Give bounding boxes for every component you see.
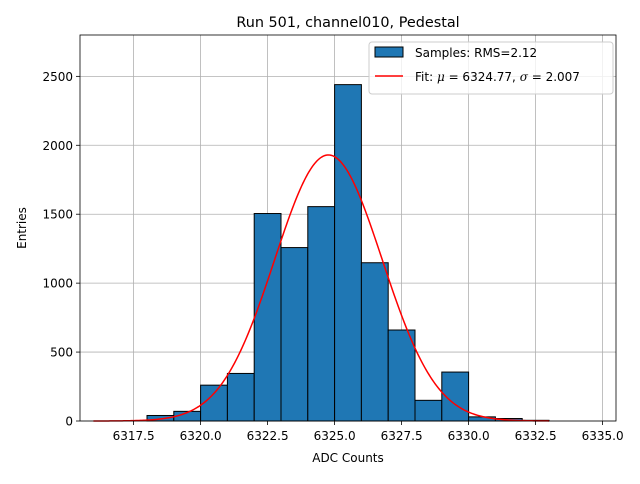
x-tick-label: 6320.0 — [180, 429, 222, 443]
x-axis-ticks: 6317.5 6320.0 6322.5 6325.0 6327.5 6330.0 6332… — [113, 421, 624, 443]
histogram-bar — [307, 206, 336, 422]
chart-title: Run 501, channel010, Pedestal — [236, 15, 459, 31]
histogram-bar — [280, 247, 309, 422]
legend-samples-swatch — [374, 46, 404, 58]
x-tick-label: 6325.0 — [314, 429, 356, 443]
legend-sigma-symbol: σ — [520, 70, 529, 84]
legend-fit-middle: = 6324.77, — [445, 70, 520, 84]
legend-box — [368, 41, 614, 95]
histogram-bar — [334, 84, 362, 422]
histogram-bar — [360, 262, 389, 422]
y-tick-label: 1000 — [42, 277, 73, 291]
legend-fit-suffix: = 2.007 — [528, 70, 580, 84]
x-tick-label: 6317.5 — [113, 429, 155, 443]
y-tick-label: 500 — [50, 346, 73, 360]
x-tick-label: 6322.5 — [247, 429, 289, 443]
legend-fit-prefix: Fit: — [415, 70, 437, 84]
x-tick-label: 6327.5 — [381, 429, 423, 443]
x-axis-label: ADC Counts — [312, 451, 384, 465]
y-tick-label: 0 — [65, 415, 73, 429]
y-tick-label: 1500 — [42, 208, 73, 222]
histogram-bars — [146, 84, 550, 422]
x-tick-label: 6330.0 — [448, 429, 490, 443]
y-tick-label: 2500 — [42, 70, 73, 84]
y-axis-label: Entries — [15, 207, 29, 249]
legend-mu-symbol: μ — [437, 70, 445, 84]
plot-frame — [79, 34, 617, 422]
gaussian-fit-curve — [93, 154, 550, 422]
histogram-bar — [414, 399, 443, 422]
histogram-bar — [253, 213, 282, 422]
histogram-bar — [226, 372, 255, 422]
legend-fit-label: Fit: μ = 6324.77, σ = 2.007 — [415, 70, 580, 84]
legend-samples-label: Samples: RMS=2.12 — [415, 46, 537, 60]
legend: Samples: RMS=2.12 Fit: μ = 6324.77, σ = … — [368, 41, 614, 95]
histogram-bar — [387, 329, 416, 422]
y-axis-ticks: 0 500 1000 1500 2000 2500 — [42, 70, 80, 429]
x-tick-label: 6332.5 — [515, 429, 557, 443]
y-tick-label: 2000 — [42, 139, 73, 153]
x-tick-label: 6335.0 — [582, 429, 624, 443]
